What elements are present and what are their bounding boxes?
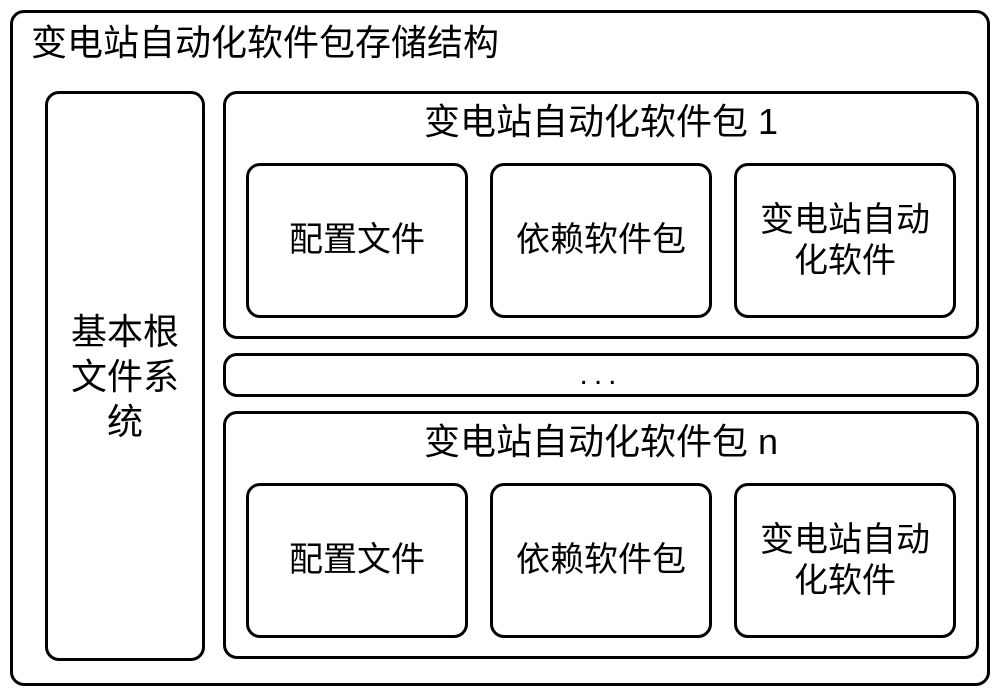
package-1-app-box: 变电站自动化软件 — [734, 163, 956, 318]
ellipsis-box: ... — [223, 353, 979, 397]
package-1-title: 变电站自动化软件包 1 — [226, 100, 976, 143]
package-1-box: 变电站自动化软件包 1 配置文件 依赖软件包 变电站自动化软件 — [223, 91, 979, 339]
rootfs-label: 基本根文件系统 — [48, 309, 202, 444]
package-n-app-label: 变电站自动化软件 — [737, 520, 953, 602]
package-n-app-box: 变电站自动化软件 — [734, 483, 956, 638]
package-n-deps-box: 依赖软件包 — [490, 483, 712, 638]
rootfs-box: 基本根文件系统 — [45, 91, 205, 661]
package-1-deps-box: 依赖软件包 — [490, 163, 712, 318]
package-1-config-box: 配置文件 — [246, 163, 468, 318]
package-n-items-row: 配置文件 依赖软件包 变电站自动化软件 — [246, 483, 956, 638]
package-1-app-label: 变电站自动化软件 — [737, 200, 953, 282]
package-1-deps-label: 依赖软件包 — [508, 220, 694, 261]
packages-column: 变电站自动化软件包 1 配置文件 依赖软件包 变电站自动化软件 ... 变电站自… — [223, 91, 979, 661]
package-n-config-box: 配置文件 — [246, 483, 468, 638]
ellipsis-label: ... — [579, 358, 622, 392]
package-n-box: 变电站自动化软件包 n 配置文件 依赖软件包 变电站自动化软件 — [223, 411, 979, 659]
diagram-title: 变电站自动化软件包存储结构 — [31, 21, 499, 64]
package-1-config-label: 配置文件 — [281, 220, 433, 261]
outer-container: 变电站自动化软件包存储结构 基本根文件系统 变电站自动化软件包 1 配置文件 依… — [10, 10, 990, 686]
package-1-items-row: 配置文件 依赖软件包 变电站自动化软件 — [246, 163, 956, 318]
package-n-title: 变电站自动化软件包 n — [226, 420, 976, 463]
package-n-config-label: 配置文件 — [281, 540, 433, 581]
package-n-deps-label: 依赖软件包 — [508, 540, 694, 581]
